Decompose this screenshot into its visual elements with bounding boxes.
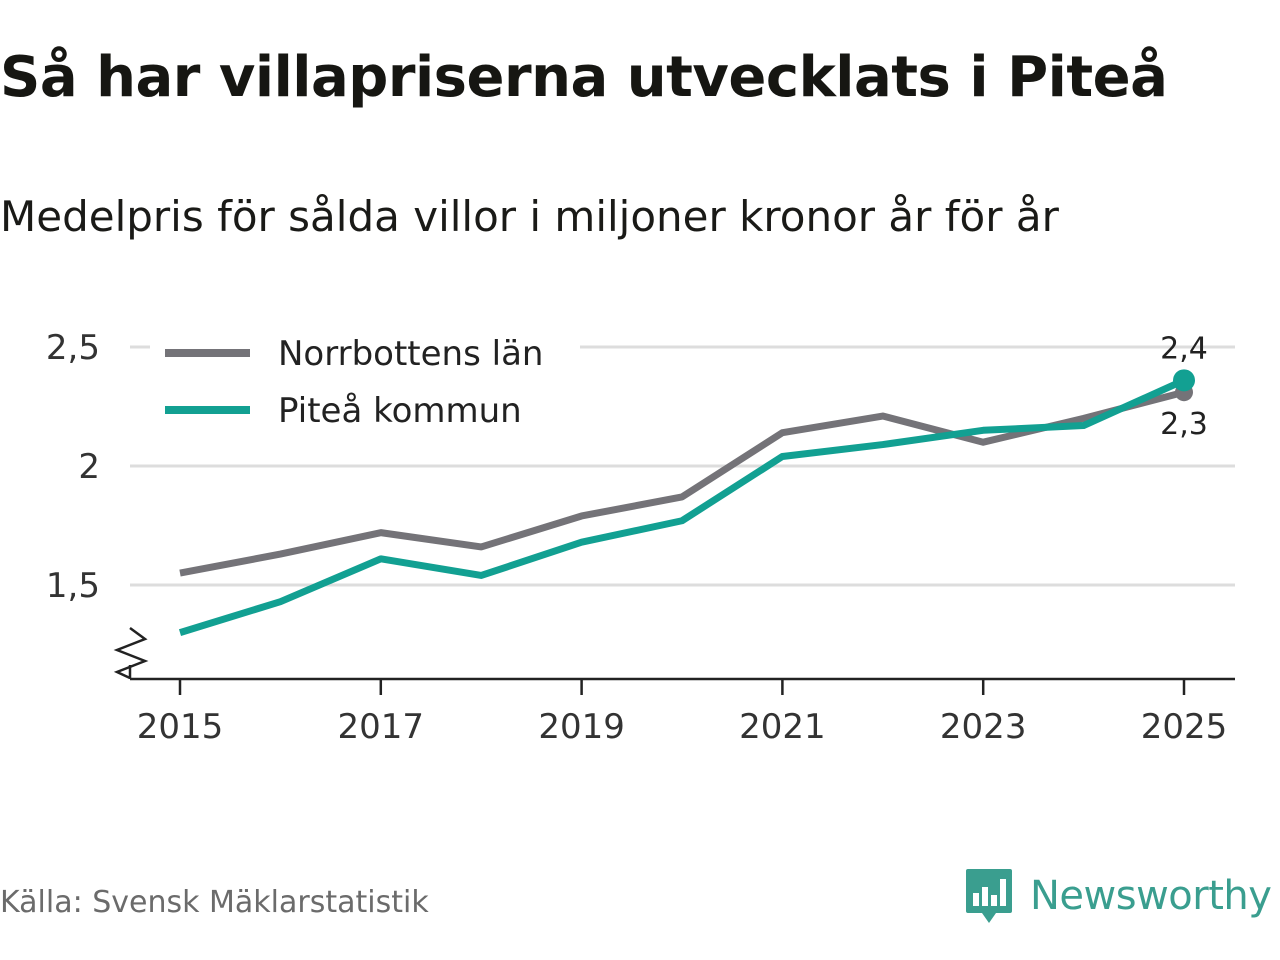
- newsworthy-logo: Newsworthy: [964, 866, 1272, 926]
- x-tick-label: 2025: [1141, 707, 1228, 747]
- legend-label: Piteå kommun: [278, 391, 522, 431]
- chart-subtitle: Medelpris för sålda villor i miljoner kr…: [0, 192, 1059, 241]
- series-line-1: [178, 377, 1186, 636]
- logo-text: Newsworthy: [1030, 873, 1272, 919]
- axis-break-icon: [113, 626, 149, 680]
- series-line-0: [179, 388, 1185, 577]
- x-tick-label: 2015: [137, 707, 224, 747]
- end-value-label: 2,4: [1160, 331, 1208, 366]
- x-tick-label: 2021: [739, 707, 826, 747]
- legend-label: Norrbottens län: [278, 334, 543, 374]
- axes: 1,5 2 2,5 2015 2017 2019 2021 2023 2025: [46, 328, 1235, 747]
- x-tick-label: 2023: [940, 707, 1027, 747]
- source-note: Källa: Svensk Mäklarstatistik: [0, 885, 429, 920]
- y-tick-label: 2: [78, 447, 100, 487]
- chart-title: Så har villapriserna utvecklats i Piteå: [0, 45, 1168, 110]
- end-labels: 2,3 2,4: [1160, 331, 1208, 442]
- end-value-label: 2,3: [1160, 407, 1208, 442]
- bar-chart-bubble-icon: [966, 869, 1012, 923]
- y-tick-label: 2,5: [46, 328, 100, 368]
- end-point-1: [1173, 369, 1195, 392]
- x-tick-label: 2017: [338, 707, 425, 747]
- legend: Norrbottens län Piteå kommun: [150, 325, 580, 434]
- x-tick-label: 2019: [538, 707, 625, 747]
- y-tick-label: 1,5: [46, 566, 100, 606]
- line-chart: 1,5 2 2,5 2015 2017 2019 2021 2023 2025 Norrbott…: [45, 325, 1235, 747]
- series-lines: [178, 369, 1195, 636]
